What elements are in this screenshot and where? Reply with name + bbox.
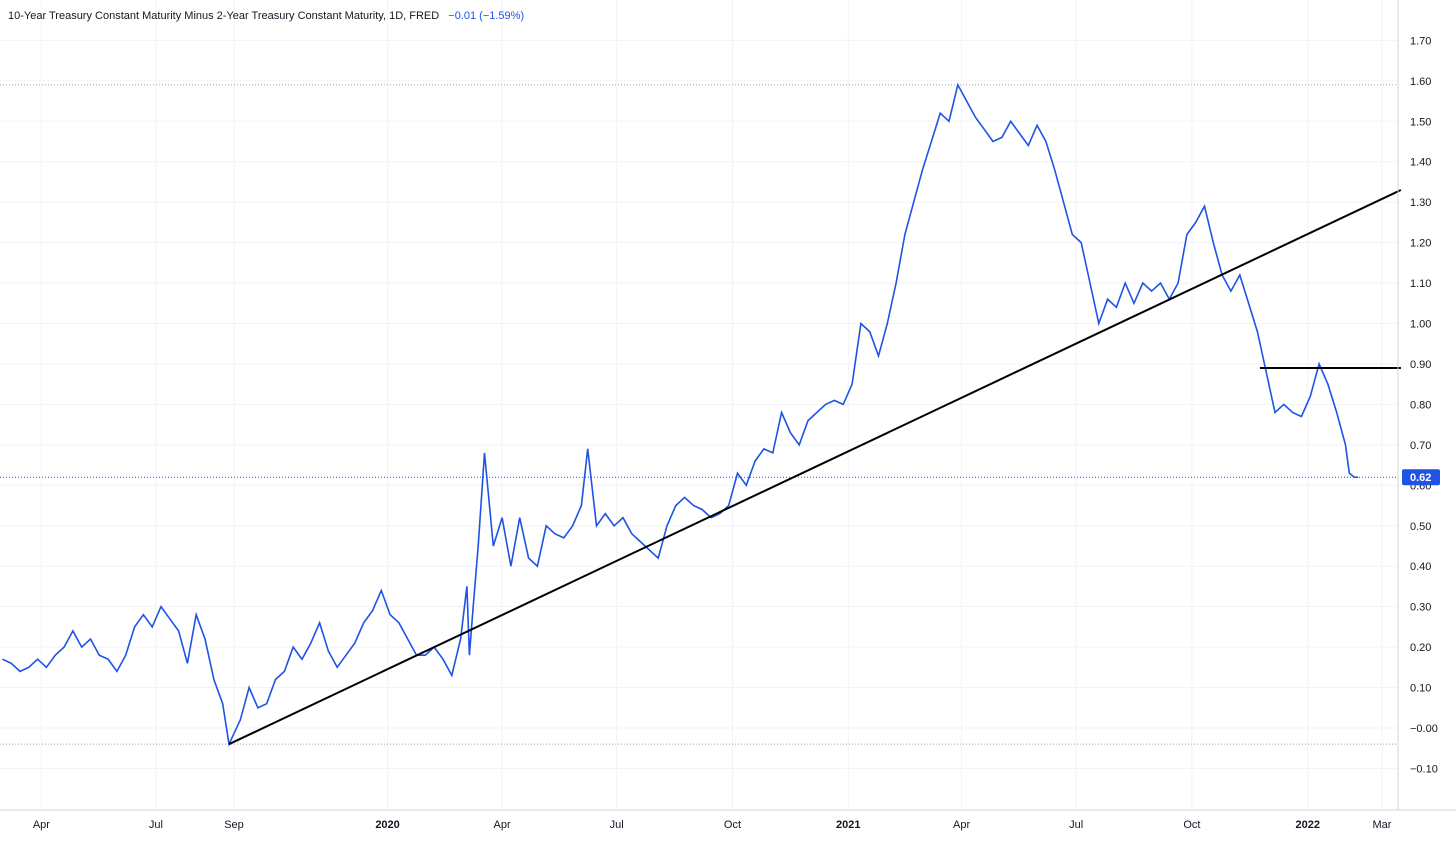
price-axis[interactable]: 1.70 1.60 1.50 1.40 1.30 1.20 1.10 1.00 0.90 0.80…	[1410, 35, 1438, 775]
y-tick-label: −0.00	[1410, 723, 1438, 735]
y-tick-label: −0.10	[1410, 763, 1438, 775]
y-tick-label: 1.50	[1410, 116, 1431, 128]
y-tick-label: 0.90	[1410, 359, 1431, 371]
x-tick-label: 2021	[836, 819, 860, 831]
y-tick-label: 1.30	[1410, 197, 1431, 209]
x-tick-label: Apr	[33, 819, 50, 831]
y-tick-label: 0.50	[1410, 521, 1431, 533]
reference-lines	[0, 84, 1398, 745]
x-tick-label: Apr	[494, 819, 511, 831]
y-tick-label: 1.70	[1410, 35, 1431, 47]
trend-line[interactable]	[228, 189, 1402, 746]
y-tick-label: 1.00	[1410, 319, 1431, 331]
x-tick-label: Apr	[953, 819, 970, 831]
x-tick-label: Jul	[610, 819, 624, 831]
last-price-label: 0.62	[1402, 469, 1440, 486]
x-tick-label: Jul	[1069, 819, 1083, 831]
y-tick-label: 0.80	[1410, 399, 1431, 411]
drawings	[228, 189, 1402, 746]
y-tick-label: 0.10	[1410, 683, 1431, 695]
x-tick-label: Sep	[224, 819, 244, 831]
y-tick-label: 0.30	[1410, 602, 1431, 614]
y-tick-label: 1.60	[1410, 76, 1431, 88]
time-axis[interactable]: Apr Jul Sep 2020 Apr Jul Oct 2021 Apr Jul Oct 2022 M…	[33, 819, 1392, 831]
series-line	[2, 82, 1359, 747]
series-change: −0.01 (−1.59%)	[448, 10, 525, 22]
x-tick-label: Mar	[1373, 819, 1392, 831]
series-title: 10-Year Treasury Constant Maturity Minus…	[8, 10, 440, 22]
y-tick-label: 0.70	[1410, 440, 1431, 452]
y-tick-label: 0.20	[1410, 642, 1431, 654]
chart-legend: 10-Year Treasury Constant Maturity Minus…	[8, 10, 524, 22]
last-price-value: 0.62	[1410, 472, 1431, 484]
x-tick-label: Oct	[1183, 819, 1200, 831]
chart-grid	[0, 0, 1398, 810]
x-tick-label: 2022	[1295, 819, 1319, 831]
y-tick-label: 1.10	[1410, 278, 1431, 290]
x-tick-label: Oct	[724, 819, 741, 831]
y-tick-label: 1.20	[1410, 238, 1431, 250]
y-tick-label: 1.40	[1410, 157, 1431, 169]
x-tick-label: 2020	[375, 819, 399, 831]
x-tick-label: Jul	[149, 819, 163, 831]
y-tick-label: 0.40	[1410, 561, 1431, 573]
last-price-bg	[1402, 469, 1440, 486]
